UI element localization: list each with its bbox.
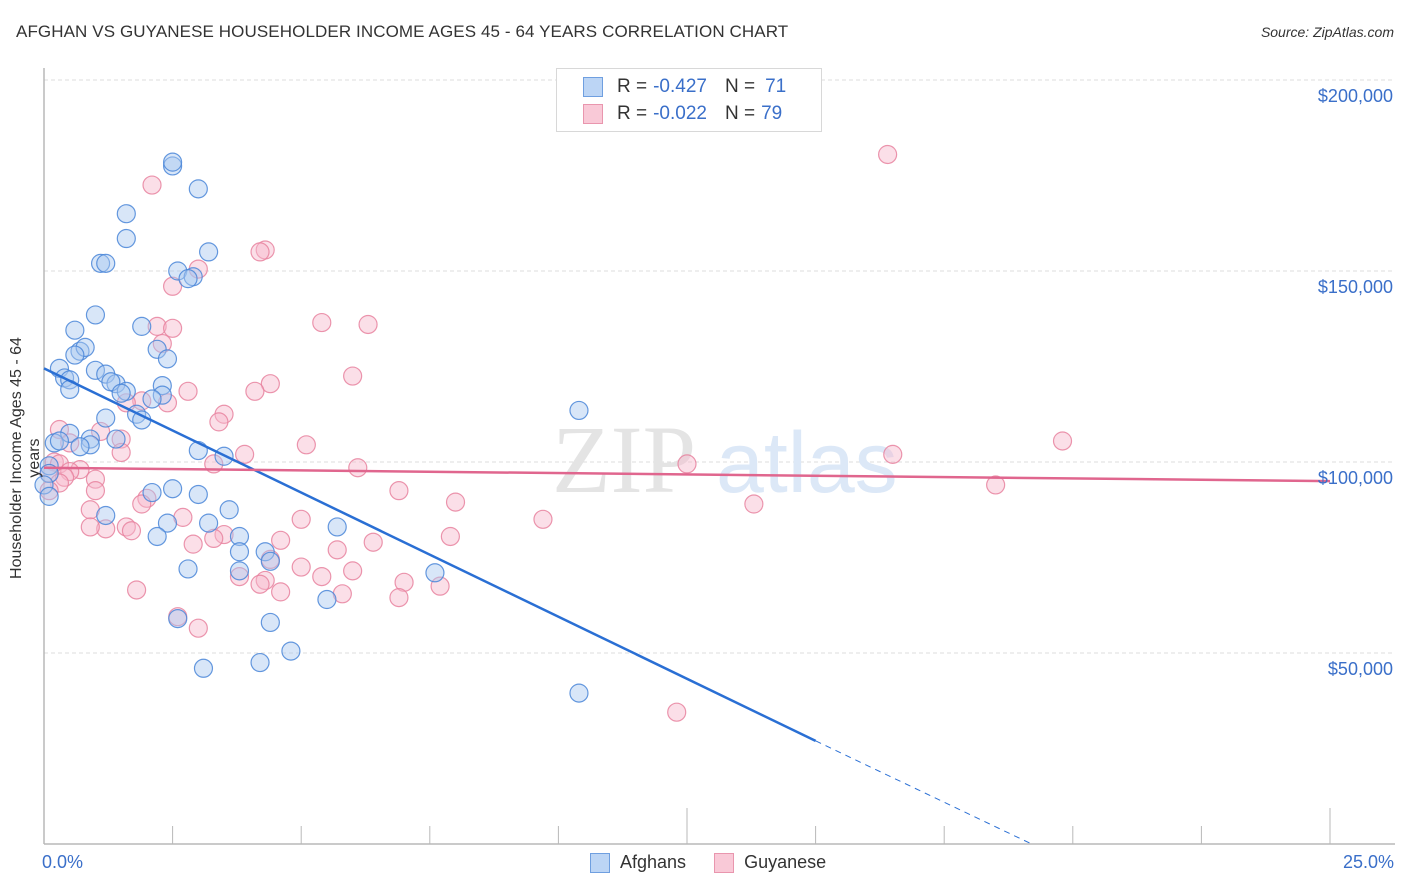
zipatlas-watermark: ZIP atlas — [552, 406, 898, 513]
guyanese-points — [39, 144, 1073, 722]
afghans-swatch — [583, 77, 603, 97]
source-label: Source: ZipAtlas.com — [1260, 24, 1394, 40]
r-label: R = — [617, 76, 648, 97]
y-tick-50000: $50,000 — [1327, 659, 1393, 679]
x-tick-0: 0.0% — [42, 852, 84, 872]
guyanese-label: Guyanese — [744, 852, 827, 872]
legend-item-afghans[interactable]: Afghans — [590, 852, 686, 873]
legend-row-afghans: R = -0.427 N = 71 — [583, 75, 786, 99]
y-tick-150000: $150,000 — [1317, 277, 1393, 297]
y-axis-label: Householder Income Ages 45 - 64 years — [8, 337, 43, 579]
legend-row-guyanese: R = -0.022 N = 79 — [583, 102, 782, 126]
legend-item-guyanese[interactable]: Guyanese — [714, 852, 826, 873]
series-legend: Afghans Guyanese — [590, 852, 854, 873]
afghans-swatch — [590, 852, 610, 873]
n-label: N = — [724, 76, 756, 97]
n-value: 79 — [761, 103, 783, 124]
chart-title: AFGHAN VS GUYANESE HOUSEHOLDER INCOME AG… — [16, 22, 789, 41]
svg-text:ZIP: ZIP — [552, 406, 696, 513]
afghans-label: Afghans — [620, 852, 687, 872]
n-label: N = — [724, 103, 756, 124]
y-tick-200000: $200,000 — [1317, 86, 1393, 106]
r-value: -0.427 — [653, 76, 707, 97]
x-tick-25: 25.0% — [1342, 852, 1394, 872]
guyanese-swatch — [714, 852, 735, 873]
y-tick-100000: $100,000 — [1317, 468, 1393, 488]
n-value: 71 — [765, 76, 787, 97]
axes — [43, 68, 1395, 845]
r-value: -0.022 — [653, 103, 707, 124]
correlation-legend: R = -0.427 N = 71 R = -0.022 N = 79 — [556, 68, 822, 132]
afghan-points — [34, 152, 589, 703]
guyanese-swatch — [583, 104, 603, 124]
r-label: R = — [617, 103, 648, 124]
trend-lines — [43, 367, 1331, 845]
svg-text:atlas: atlas — [716, 415, 898, 511]
